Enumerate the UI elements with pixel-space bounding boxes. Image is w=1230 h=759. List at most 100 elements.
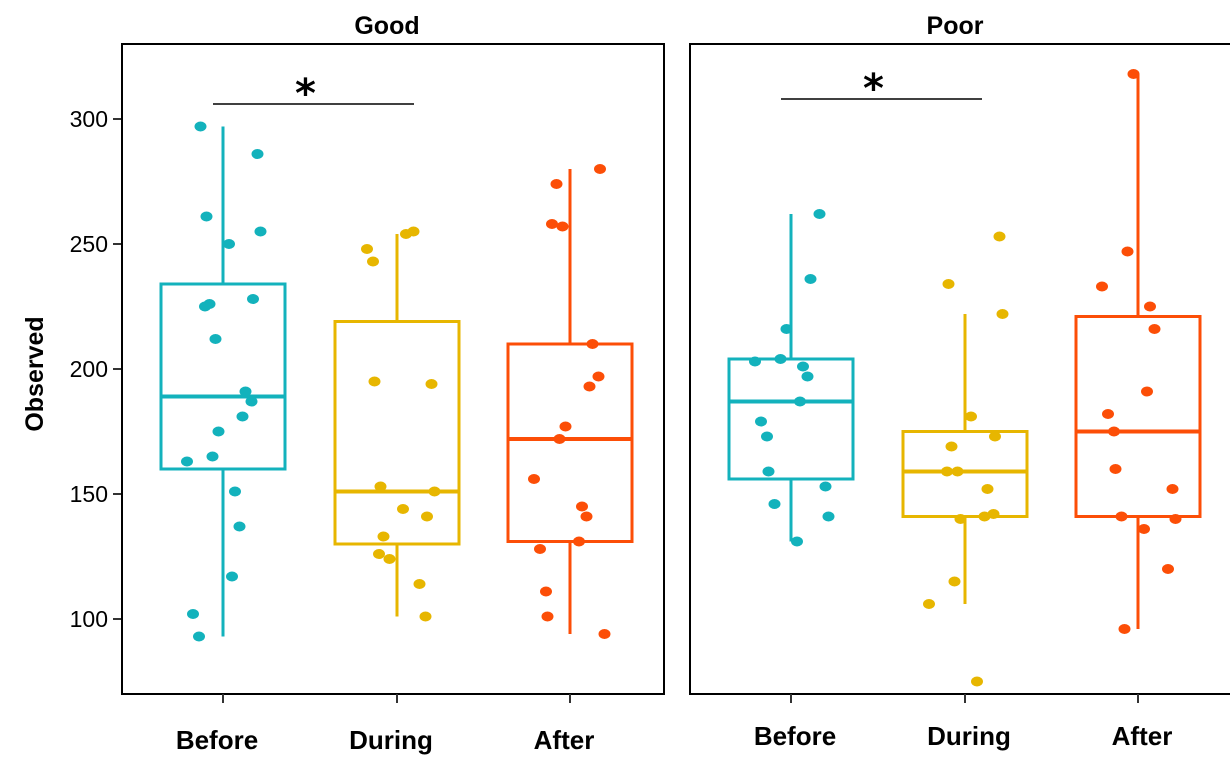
data-point <box>377 531 390 542</box>
data-point <box>413 579 426 589</box>
data-point <box>203 299 216 309</box>
data-point <box>923 599 935 609</box>
data-point <box>1166 484 1179 494</box>
data-point <box>580 511 593 522</box>
data-point <box>1148 324 1161 334</box>
iqr-box <box>901 430 1029 518</box>
data-point <box>755 416 767 427</box>
iqr-box <box>333 320 461 546</box>
data-point <box>971 676 983 687</box>
box-after <box>506 164 634 639</box>
data-point <box>421 511 433 522</box>
data-point <box>247 294 259 304</box>
data-point <box>942 279 955 289</box>
data-point <box>245 396 258 407</box>
data-point <box>233 521 246 532</box>
data-point <box>181 456 193 467</box>
data-point <box>193 631 205 642</box>
data-point <box>251 149 264 159</box>
data-point <box>791 536 803 547</box>
data-point <box>801 371 814 382</box>
data-point <box>1102 409 1114 419</box>
facet-panels: 100 150 200 250 300 Good Before During After * Poo… <box>70 12 1230 755</box>
significance-label: * <box>295 71 316 117</box>
data-point <box>1096 281 1108 292</box>
data-point <box>954 514 967 524</box>
data-point <box>556 221 569 232</box>
box-during <box>333 226 461 622</box>
data-point <box>1141 386 1153 397</box>
data-point <box>1109 464 1122 474</box>
data-point <box>762 466 775 477</box>
data-point <box>1162 564 1174 574</box>
data-point <box>573 536 585 547</box>
data-point <box>586 339 599 349</box>
data-point <box>209 334 222 344</box>
data-point <box>397 504 409 514</box>
data-point <box>239 386 252 397</box>
data-point <box>1169 514 1182 524</box>
x-tick-label: Before <box>176 725 258 755</box>
data-point <box>993 231 1006 242</box>
iqr-box <box>159 282 287 471</box>
data-point <box>768 499 781 509</box>
facet-title: Poor <box>927 12 984 40</box>
data-point <box>1127 69 1140 79</box>
data-point <box>804 274 817 284</box>
data-point <box>550 179 563 189</box>
data-point <box>383 554 396 564</box>
data-point <box>223 239 235 249</box>
data-point <box>553 434 566 444</box>
data-point <box>368 376 381 387</box>
facet-title: Good <box>354 12 419 40</box>
iqr-box <box>727 357 855 481</box>
data-point <box>583 381 596 392</box>
x-tick-label: After <box>534 725 595 755</box>
data-point <box>528 474 540 484</box>
y-tick-label: 200 <box>70 356 108 382</box>
data-point <box>1115 511 1128 522</box>
y-tick-label: 100 <box>70 606 108 632</box>
y-tick-label: 300 <box>70 106 108 132</box>
data-point <box>813 209 826 219</box>
data-point <box>428 486 441 497</box>
data-point <box>546 219 558 229</box>
data-point <box>774 354 787 364</box>
data-point <box>941 466 953 477</box>
data-point <box>407 226 420 237</box>
facet-panel-good: Good Before During After * <box>121 12 665 755</box>
data-point <box>367 256 379 267</box>
data-point <box>996 309 1009 319</box>
data-point <box>594 164 606 174</box>
data-point <box>1144 301 1156 312</box>
y-tick-label: 150 <box>70 481 108 507</box>
y-axis-label: Observed <box>21 316 49 431</box>
x-tick-label: Before <box>754 721 836 751</box>
data-point <box>1108 426 1120 437</box>
data-point <box>576 501 588 512</box>
box-after <box>1074 69 1202 634</box>
data-point <box>794 396 806 407</box>
data-point <box>540 586 552 597</box>
data-point <box>541 611 554 622</box>
data-point <box>598 629 611 639</box>
data-point <box>236 411 249 422</box>
data-point <box>361 244 373 254</box>
data-point <box>822 511 835 522</box>
box-before <box>159 121 287 642</box>
data-point <box>534 544 546 554</box>
data-point <box>592 371 605 382</box>
data-point <box>948 576 961 587</box>
data-point <box>987 509 1000 519</box>
data-point <box>187 609 199 619</box>
y-tick-label: 250 <box>70 231 108 257</box>
data-point <box>951 466 964 477</box>
data-point <box>206 451 219 462</box>
panel-border <box>121 43 665 695</box>
data-point <box>1121 246 1134 257</box>
data-point <box>229 486 241 497</box>
x-tick-label: During <box>927 721 1011 751</box>
data-point <box>559 421 572 432</box>
x-tick-label: After <box>1112 721 1173 751</box>
data-point <box>965 411 977 422</box>
